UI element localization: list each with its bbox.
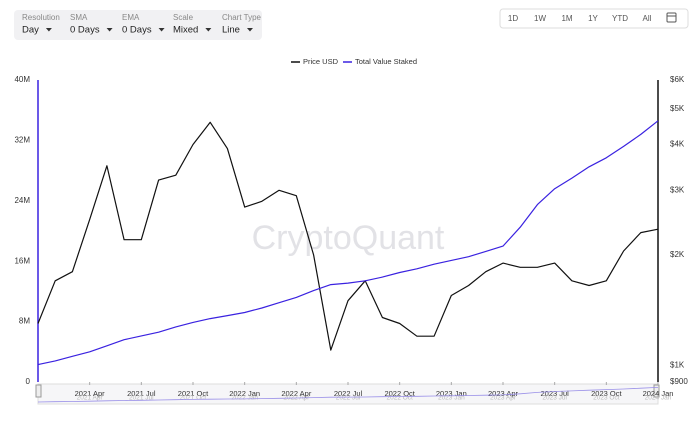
navigator-label: 2023 Apr <box>490 395 517 402</box>
range-button[interactable]: 1M <box>561 14 572 23</box>
y2-tick-label: $5K <box>670 104 685 113</box>
y-tick-label: 16M <box>14 256 30 265</box>
y2-tick-label: $1K <box>670 360 685 369</box>
watermark: CryptoQuant <box>252 219 445 257</box>
y2-tick-label: $6K <box>670 75 685 84</box>
y2-tick-label: $4K <box>670 140 685 149</box>
x-tick-label: 2022 Jul <box>334 389 363 398</box>
dropdown-caret <box>45 28 52 32</box>
dropdown-caret <box>205 28 212 32</box>
y-tick-label: 40M <box>14 75 30 84</box>
navigator-label: 2021 Jul <box>129 395 154 402</box>
navigator-label: 2024 Jan <box>645 395 672 402</box>
range-panel <box>499 8 689 29</box>
y2-tick-label: $2K <box>670 250 685 259</box>
x-tick-label: 2022 Apr <box>281 389 312 398</box>
navigator-handle[interactable] <box>35 384 42 398</box>
x-tick-label: 2022 Oct <box>384 389 415 398</box>
navigator-label: 2022 Oct <box>386 395 413 402</box>
y-tick-label: 32M <box>14 136 30 145</box>
x-tick-label: 2021 Apr <box>75 389 106 398</box>
x-tick-label: 2021 Oct <box>178 389 209 398</box>
range-button[interactable]: YTD <box>612 14 628 23</box>
legend-label[interactable]: Total Value Staked <box>355 57 417 66</box>
control-label: Scale <box>173 13 194 22</box>
y-tick-label: 0 <box>26 377 31 386</box>
navigator-label: 2022 Jan <box>231 395 258 402</box>
series-line <box>37 120 659 366</box>
navigator-label: 2022 Jul <box>336 395 361 402</box>
x-tick-label: 2024 Jan <box>643 389 674 398</box>
toolbar-panel <box>14 10 262 40</box>
control-label: SMA <box>70 13 88 22</box>
x-tick-label: 2021 Jul <box>127 389 156 398</box>
navigator-label: 2023 Oct <box>593 395 620 402</box>
navigator-handle[interactable] <box>653 384 660 398</box>
y-tick-label: 8M <box>19 317 30 326</box>
control-label: Resolution <box>22 13 60 22</box>
navigator-label: 2021 Apr <box>77 395 104 402</box>
legend-label[interactable]: Price USD <box>303 57 339 66</box>
range-button[interactable]: All <box>643 14 652 23</box>
control-value[interactable]: Line <box>222 25 240 36</box>
control-label: EMA <box>122 13 140 22</box>
y-tick-label: 24M <box>14 196 30 205</box>
control-value[interactable]: Day <box>22 25 39 36</box>
dropdown-caret <box>246 28 253 32</box>
control-value[interactable]: 0 Days <box>122 25 152 36</box>
range-button[interactable]: 1W <box>534 14 546 23</box>
navigator-label: 2023 Jul <box>542 395 567 402</box>
series-line <box>37 121 659 351</box>
control-label: Chart Type <box>222 13 262 22</box>
x-tick-label: 2022 Jan <box>229 389 260 398</box>
navigator-label: 2023 Jan <box>438 395 465 402</box>
dropdown-caret <box>106 28 113 32</box>
y2-tick-label: $900 <box>670 377 688 386</box>
y2-tick-label: $3K <box>670 185 685 194</box>
x-tick-label: 2023 Apr <box>488 389 519 398</box>
range-button[interactable]: 1Y <box>588 14 598 23</box>
navigator-label: 2021 Oct <box>180 395 207 402</box>
control-value[interactable]: Mixed <box>173 25 198 36</box>
x-tick-label: 2023 Oct <box>591 389 622 398</box>
range-button[interactable]: 1D <box>508 14 518 23</box>
control-value[interactable]: 0 Days <box>70 25 100 36</box>
calendar-icon[interactable] <box>666 12 677 23</box>
x-tick-label: 2023 Jul <box>540 389 569 398</box>
x-tick-label: 2023 Jan <box>436 389 467 398</box>
navigator-line <box>37 387 659 403</box>
dropdown-caret <box>158 28 165 32</box>
